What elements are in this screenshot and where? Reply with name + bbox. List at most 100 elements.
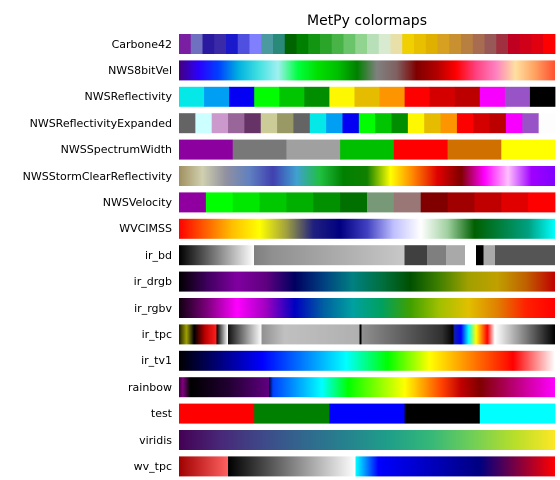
color-block bbox=[379, 86, 405, 107]
color-gradient bbox=[179, 298, 555, 318]
color-block bbox=[472, 34, 485, 54]
color-gradient bbox=[179, 350, 555, 371]
color-block bbox=[538, 113, 556, 134]
color-block bbox=[277, 113, 294, 134]
color-block bbox=[342, 113, 360, 134]
color-block bbox=[284, 34, 297, 54]
color-gradient bbox=[179, 60, 555, 81]
color-block bbox=[232, 192, 260, 213]
color-block bbox=[429, 86, 456, 107]
colormap-strip-NWSVelocity bbox=[179, 192, 556, 213]
color-block bbox=[505, 113, 523, 134]
color-block bbox=[261, 34, 274, 54]
colormap-label: ir_bd bbox=[144, 248, 172, 262]
colormap-strip-ir_tv1 bbox=[179, 350, 555, 371]
colormap-strip-ir_bd bbox=[179, 245, 555, 266]
color-block bbox=[391, 113, 409, 134]
color-block bbox=[447, 139, 502, 160]
color-block bbox=[354, 86, 380, 107]
color-block bbox=[179, 192, 207, 213]
color-block bbox=[226, 34, 239, 54]
colormap-strip-NWSReflectivityExpanded bbox=[179, 113, 556, 134]
colormap-label: ir_rgbv bbox=[134, 301, 172, 315]
color-block bbox=[393, 139, 448, 160]
color-gradient bbox=[179, 377, 555, 398]
color-block bbox=[179, 403, 255, 424]
color-gradient bbox=[179, 271, 555, 292]
color-block bbox=[254, 403, 330, 424]
colormap-label: NWSVelocity bbox=[102, 195, 172, 209]
color-block bbox=[308, 34, 321, 54]
color-block bbox=[404, 86, 431, 107]
color-block bbox=[211, 113, 229, 134]
colormap-label: NWSSpectrumWidth bbox=[60, 143, 172, 157]
color-block bbox=[496, 34, 509, 54]
color-block bbox=[501, 139, 556, 160]
color-block bbox=[179, 113, 196, 134]
colormap-strip-ir_drgb bbox=[179, 271, 555, 292]
color-block bbox=[304, 86, 330, 107]
color-block bbox=[296, 34, 309, 54]
color-block bbox=[204, 86, 230, 107]
color-gradient bbox=[179, 166, 555, 186]
color-block bbox=[404, 403, 481, 424]
color-block bbox=[179, 86, 205, 107]
color-gradient bbox=[179, 430, 555, 450]
color-block bbox=[286, 139, 341, 160]
color-block bbox=[454, 86, 481, 107]
color-block bbox=[179, 34, 192, 54]
color-block bbox=[237, 34, 250, 54]
color-block bbox=[329, 86, 355, 107]
color-block bbox=[179, 139, 234, 160]
colormap-label: Carbone42 bbox=[111, 37, 172, 51]
color-block bbox=[249, 34, 262, 54]
color-block bbox=[279, 86, 305, 107]
color-block bbox=[390, 34, 403, 54]
colormap-strip-NWSReflectivity bbox=[179, 86, 556, 107]
color-block bbox=[529, 86, 556, 107]
color-block bbox=[402, 34, 415, 54]
color-block bbox=[393, 192, 422, 213]
color-block bbox=[531, 34, 544, 54]
colormap-strip-NWSSpectrumWidth bbox=[179, 139, 556, 160]
colormap-label: ir_drgb bbox=[133, 275, 172, 289]
color-block bbox=[232, 139, 287, 160]
colormap-strip-rainbow bbox=[179, 377, 555, 398]
color-block bbox=[474, 192, 502, 213]
color-block bbox=[420, 192, 448, 213]
color-block bbox=[473, 113, 491, 134]
color-block bbox=[313, 192, 341, 213]
color-block bbox=[202, 34, 215, 54]
colormap-label: viridis bbox=[139, 433, 172, 447]
color-block bbox=[449, 34, 462, 54]
colormap-strip-NWS8bitVel bbox=[179, 60, 555, 81]
color-block bbox=[229, 86, 255, 107]
color-block bbox=[378, 34, 391, 54]
colormap-strip-wv_tpc bbox=[179, 456, 555, 477]
color-gradient bbox=[179, 324, 555, 345]
color-block bbox=[286, 192, 314, 213]
color-block bbox=[461, 34, 474, 54]
color-block bbox=[479, 86, 506, 107]
color-block bbox=[367, 192, 395, 213]
color-gradient bbox=[179, 245, 555, 266]
color-block bbox=[320, 34, 333, 54]
colormap-strip-Carbone42 bbox=[179, 34, 556, 54]
color-block bbox=[260, 113, 278, 134]
color-block bbox=[331, 34, 344, 54]
color-gradient bbox=[179, 218, 555, 239]
colormap-label: NWSReflectivityExpanded bbox=[29, 116, 172, 130]
colormap-label: ir_tv1 bbox=[141, 354, 172, 368]
color-block bbox=[195, 113, 213, 134]
color-block bbox=[293, 113, 311, 134]
color-block bbox=[447, 192, 475, 213]
colormap-label: NWS8bitVel bbox=[108, 63, 172, 77]
color-block bbox=[508, 34, 521, 54]
color-block bbox=[340, 139, 395, 160]
color-block bbox=[358, 113, 376, 134]
colormap-strip-viridis bbox=[179, 430, 555, 450]
color-block bbox=[424, 113, 441, 134]
colormap-strip-WVCIMSS bbox=[179, 218, 555, 239]
